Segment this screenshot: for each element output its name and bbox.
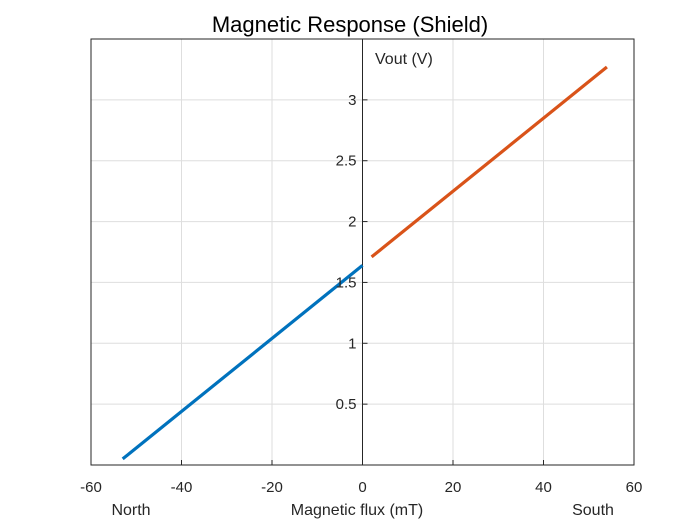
- x-tick-label: -40: [171, 479, 193, 496]
- series-line-1: [121, 264, 364, 461]
- y-tick-label: 2.5: [336, 153, 357, 170]
- x-side-label-south: South: [572, 502, 614, 519]
- y-tick-label: 1.5: [336, 274, 357, 291]
- series-line-2: [370, 65, 608, 259]
- y-tick-label: 0.5: [336, 396, 357, 413]
- x-axis-label: Magnetic flux (mT): [291, 502, 423, 519]
- y-tick-label: 1: [348, 335, 356, 352]
- x-tick-label: 40: [535, 479, 552, 496]
- chart-title: Magnetic Response (Shield): [212, 12, 488, 37]
- y-axis-label: Vout (V): [375, 51, 433, 68]
- axes: [90, 39, 635, 465]
- y-tick-label: 3: [348, 92, 356, 109]
- x-tick-label: -60: [80, 479, 102, 496]
- x-tick-label: 60: [626, 479, 643, 496]
- text-labels: -60 -40 -20 0 20 40 60 0.5 1 1.5 2 2.5 3: [80, 92, 642, 496]
- x-tick-label: 20: [445, 479, 462, 496]
- y-tick-label: 2: [348, 214, 356, 231]
- x-tick-label: -20: [261, 479, 283, 496]
- x-tick-label: 0: [358, 479, 366, 496]
- data-series: [121, 65, 608, 461]
- x-side-label-north: North: [111, 502, 150, 519]
